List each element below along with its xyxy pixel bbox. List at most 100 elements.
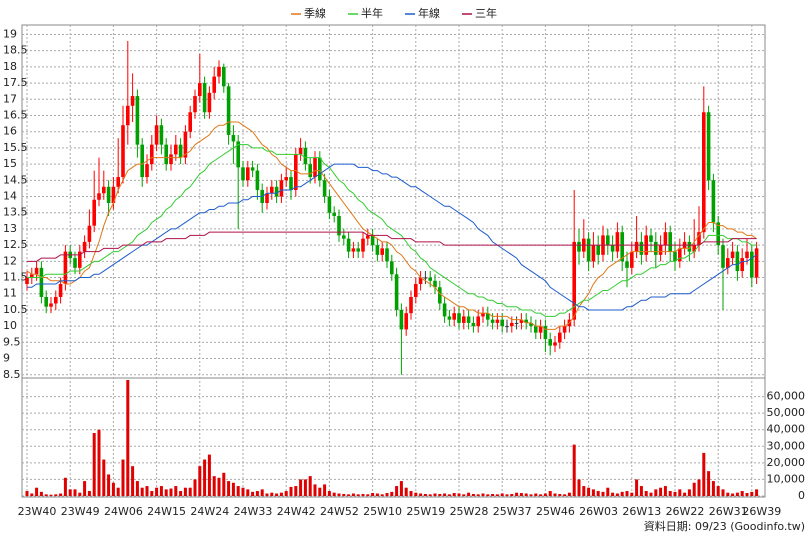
volume-bar [236, 486, 240, 496]
volume-bar [721, 489, 725, 496]
volume-bar [572, 444, 576, 496]
volume-bar [342, 494, 346, 496]
volume-bar [155, 487, 159, 496]
volume-bar [289, 486, 293, 496]
volume-bar [145, 486, 149, 496]
ma-line [27, 231, 757, 262]
candle-body [390, 261, 394, 275]
candle-body [188, 112, 192, 132]
candle-body [596, 245, 600, 255]
volume-bar [164, 489, 168, 496]
volume-bar [558, 494, 562, 496]
candle-body [500, 319, 504, 327]
volume-bar [716, 486, 720, 496]
candle-body [663, 232, 668, 246]
volume-bar [299, 479, 303, 496]
candle-body [543, 326, 548, 340]
candle-body [438, 287, 442, 304]
volume-bar [543, 493, 547, 496]
volume-bar [78, 492, 82, 496]
volume-bar [404, 487, 408, 496]
candle-body [409, 296, 413, 314]
candle-body [490, 319, 495, 323]
candle-body [102, 186, 106, 194]
volume-bar [668, 491, 672, 496]
volume-bar [740, 491, 744, 496]
x-tick-label: 25W28 [450, 505, 489, 518]
volume-bar [212, 476, 216, 496]
y-tick-label: 19 [3, 27, 17, 40]
x-tick-label: 24W24 [190, 505, 229, 518]
candle-body [226, 86, 231, 135]
candle-body [668, 232, 672, 252]
volume-bar [294, 486, 298, 496]
volume-bar [68, 489, 72, 496]
y-tick-label: 10 [3, 319, 17, 332]
y-tick-label: 11 [3, 287, 17, 300]
y2-tick-label: 30,000 [767, 439, 806, 452]
x-tick-label: 26W03 [579, 505, 618, 518]
volume-bar [246, 489, 250, 496]
y-tick-label: 18.5 [3, 44, 28, 57]
volume-bar [409, 491, 413, 496]
volume-bar [332, 492, 336, 496]
y2-tick-label: 20,000 [767, 456, 806, 469]
volume-bar [707, 471, 711, 496]
candle-body [346, 238, 351, 252]
candle-body [428, 277, 432, 281]
candle-body [342, 235, 346, 239]
volume-bar [313, 484, 317, 496]
candle-body [735, 251, 740, 272]
volume-bar [443, 493, 447, 496]
volume-bar [279, 492, 283, 496]
y2-tick-label: 10,000 [767, 472, 806, 485]
candle-body [198, 83, 202, 97]
candle-body [394, 274, 399, 310]
x-tick-label: 24W15 [147, 505, 186, 518]
volume-bar [318, 487, 322, 496]
candle-body [697, 232, 701, 246]
volume-bar [755, 489, 759, 496]
candle-body [178, 144, 183, 158]
candle-body [399, 309, 404, 330]
volume-bar [731, 493, 735, 496]
candle-body [126, 105, 130, 126]
candle-body [385, 248, 389, 262]
candle-body [356, 248, 360, 252]
volume-bar [308, 476, 312, 496]
candle-body [49, 303, 53, 307]
candle-body [130, 96, 135, 106]
candle-body [726, 258, 730, 268]
volume-bar [217, 477, 221, 496]
candle-body [255, 170, 260, 191]
x-tick-label: 25W37 [493, 505, 532, 518]
y2-tick-label: 50,000 [767, 406, 806, 419]
volume-bar [591, 489, 595, 496]
volume-bar [222, 472, 226, 496]
volume-bar [697, 479, 701, 496]
y-tick-label: 13 [3, 222, 17, 235]
candle-body [562, 326, 567, 333]
volume-bar [399, 481, 403, 496]
volume-bar [395, 486, 399, 496]
legend-label: 年線 [418, 6, 440, 20]
candle-body [678, 248, 682, 262]
volume-bar [97, 429, 101, 496]
candle-body [289, 177, 293, 191]
candle-body [462, 316, 466, 323]
candle-body [121, 125, 125, 178]
volume-bar [337, 493, 341, 496]
volume-bar [356, 494, 360, 496]
volume-bar [87, 491, 91, 496]
volume-bar [140, 487, 144, 496]
volume-bar [241, 487, 245, 496]
volume-bar [327, 491, 331, 496]
candle-body [572, 241, 576, 320]
candle-body [327, 196, 332, 213]
candle-body [375, 245, 380, 255]
y-tick-label: 14.5 [3, 173, 28, 186]
candle-body [452, 313, 456, 320]
y-tick-label: 15 [3, 157, 17, 170]
volume-bar [563, 494, 567, 496]
